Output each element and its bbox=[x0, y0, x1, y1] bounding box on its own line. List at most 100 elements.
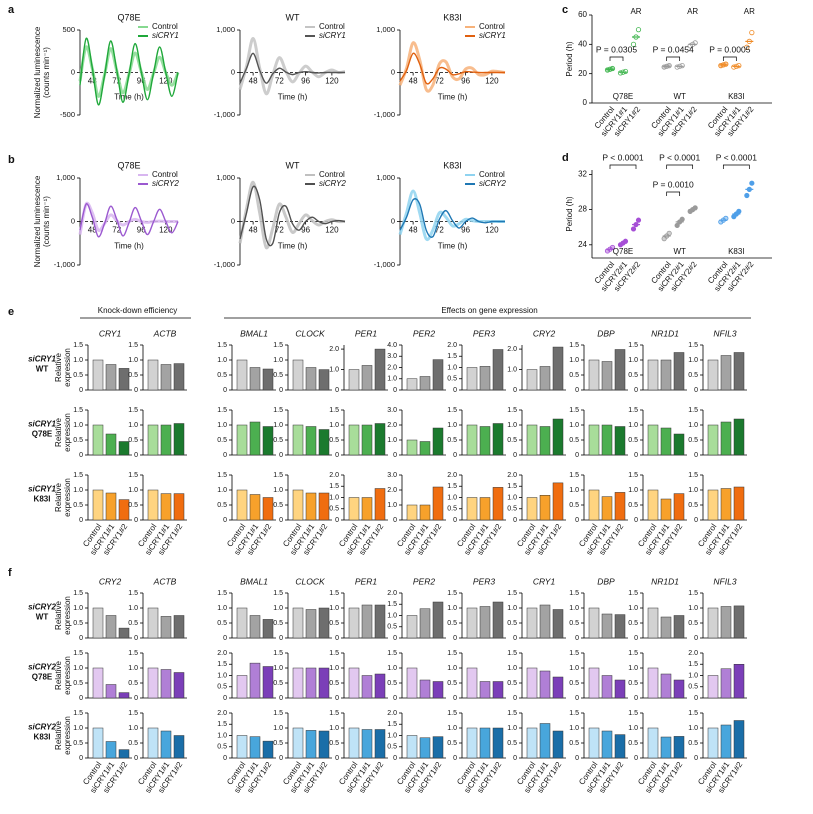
y-tick-label: 1.5 bbox=[217, 590, 227, 597]
bar bbox=[707, 675, 719, 699]
y-tick-label: 0 bbox=[634, 755, 638, 762]
bar bbox=[147, 424, 159, 456]
y-tick-label: 0.5 bbox=[128, 502, 138, 509]
y-tick-label: 1.0 bbox=[217, 605, 227, 612]
y-tick-label: 1.5 bbox=[329, 650, 339, 657]
bracket bbox=[722, 56, 737, 61]
y-tick-label: 0 bbox=[634, 387, 638, 394]
y-tick-label: 1,000 bbox=[376, 173, 395, 182]
bar bbox=[348, 727, 360, 759]
replicate-dot bbox=[622, 68, 629, 75]
bar bbox=[588, 607, 600, 639]
line-series bbox=[399, 198, 505, 238]
bar bbox=[720, 606, 732, 639]
y-tick-label: 3.0 bbox=[387, 353, 397, 360]
bar bbox=[733, 418, 745, 456]
bar bbox=[466, 667, 478, 699]
y-tick-label: 1.5 bbox=[73, 407, 83, 414]
y-tick-label: 0.5 bbox=[387, 624, 397, 631]
y-tick-label: -1,000 bbox=[374, 110, 395, 119]
y-tick-label: 1.5 bbox=[688, 661, 698, 668]
y-tick-label: 1.5 bbox=[688, 472, 698, 479]
bar bbox=[249, 494, 261, 521]
y-tick-label: 1.0 bbox=[217, 422, 227, 429]
y-tick-label: 1.0 bbox=[507, 605, 517, 612]
group-label: K83I bbox=[728, 247, 744, 256]
y-tick-label: 1.5 bbox=[273, 710, 283, 717]
bar bbox=[660, 616, 672, 639]
y-tick-label: 0 bbox=[79, 695, 83, 702]
y-tick-label: 0 bbox=[634, 452, 638, 459]
y-tick-label: 2.0 bbox=[329, 346, 339, 353]
group-heading: Effects on gene expression bbox=[441, 306, 537, 315]
bar bbox=[614, 349, 626, 391]
y-tick-label: 2.0 bbox=[387, 487, 397, 494]
bar bbox=[105, 364, 117, 391]
y-tick-label: 1.0 bbox=[387, 437, 397, 444]
y-tick-label: 0.5 bbox=[329, 740, 339, 747]
chart-title: CRY2 bbox=[533, 328, 556, 338]
row-label: K83I bbox=[34, 495, 51, 504]
x-tick-label: 120 bbox=[159, 77, 173, 86]
bar bbox=[707, 359, 719, 391]
panel-letter: e bbox=[8, 306, 14, 318]
bar bbox=[673, 615, 685, 639]
y-tick-label: 0.5 bbox=[128, 372, 138, 379]
bar bbox=[720, 668, 732, 699]
bar bbox=[552, 418, 564, 456]
y-tick-label: 1.5 bbox=[569, 342, 579, 349]
bracket bbox=[609, 56, 624, 61]
y-tick-label: 1.0 bbox=[688, 357, 698, 364]
x-axis-label: Time (h) bbox=[438, 242, 468, 251]
y-tick-label: 1.5 bbox=[688, 342, 698, 349]
x-tick-label: 96 bbox=[137, 77, 146, 86]
y-tick-label: 1.0 bbox=[688, 725, 698, 732]
group-note: AR bbox=[687, 7, 698, 16]
line-series bbox=[79, 37, 179, 106]
y-axis-label: Normalized luminescence bbox=[33, 175, 42, 267]
bar bbox=[374, 488, 386, 521]
y-tick-label: 0 bbox=[453, 387, 457, 394]
replicate-dot bbox=[630, 226, 637, 232]
y-tick-label: 1.0 bbox=[128, 665, 138, 672]
chart-title: DBP bbox=[597, 576, 615, 586]
line-series bbox=[398, 189, 505, 242]
x-tick-label: 72 bbox=[112, 226, 121, 235]
y-tick-label: 1.5 bbox=[628, 650, 638, 657]
y-tick-label: 0 bbox=[513, 755, 517, 762]
y-tick-label: 0.5 bbox=[628, 740, 638, 747]
bar bbox=[432, 681, 444, 699]
bar bbox=[173, 672, 185, 699]
y-tick-label: 0 bbox=[279, 635, 283, 642]
bar bbox=[361, 675, 373, 699]
y-tick-label: 0 bbox=[393, 517, 397, 524]
x-axis-label: Time (h) bbox=[114, 242, 144, 251]
bar bbox=[406, 504, 418, 521]
bar bbox=[262, 619, 274, 639]
y-tick-label: 1.0 bbox=[217, 672, 227, 679]
bar bbox=[318, 429, 330, 456]
y-tick-label: 1.0 bbox=[217, 357, 227, 364]
bar bbox=[673, 493, 685, 521]
bar bbox=[173, 615, 185, 639]
bar bbox=[160, 424, 172, 456]
y-tick-label: 0 bbox=[335, 695, 339, 702]
y-tick-label: 1.0 bbox=[128, 725, 138, 732]
y-tick-label: 0 bbox=[453, 755, 457, 762]
y-tick-label: 0 bbox=[335, 755, 339, 762]
bar bbox=[601, 675, 613, 699]
replicate-dot bbox=[609, 65, 616, 72]
y-tick-label: 0 bbox=[134, 517, 138, 524]
replicate-dot bbox=[620, 69, 626, 75]
bar bbox=[552, 609, 564, 639]
bar bbox=[361, 365, 373, 391]
y-tick-label: 1.0 bbox=[447, 422, 457, 429]
y-tick-label: 1.0 bbox=[387, 665, 397, 672]
bar bbox=[588, 359, 600, 391]
row-label: siCRY2 bbox=[28, 603, 56, 612]
y-axis-label: Relative bbox=[54, 483, 63, 512]
chart-title: BMAL1 bbox=[240, 576, 268, 586]
y-tick-label: 1.5 bbox=[217, 721, 227, 728]
row-label: siCRY1 bbox=[28, 355, 56, 364]
